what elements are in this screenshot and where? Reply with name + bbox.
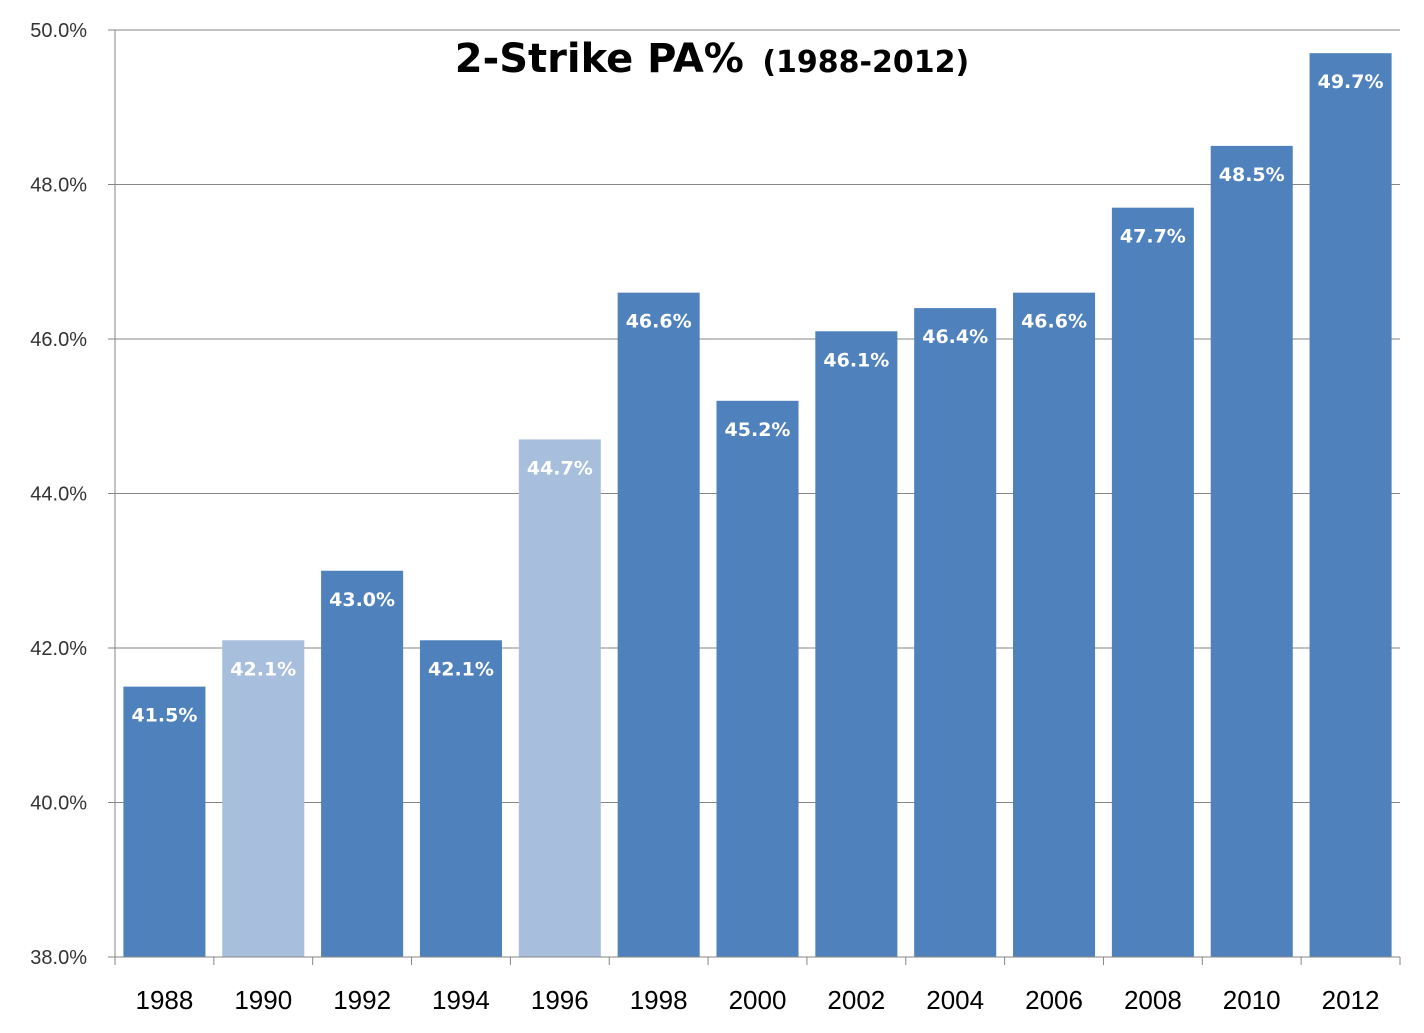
bar-2008 [1111, 207, 1194, 958]
bar-value-label: 47.7% [1120, 226, 1186, 248]
bar-value-label: 41.5% [131, 705, 197, 727]
bar-2010 [1210, 145, 1293, 957]
y-tick-label: 42.0% [30, 638, 87, 660]
bar-2000 [716, 400, 799, 957]
bar-2006 [1013, 292, 1096, 957]
bar-1992 [321, 570, 404, 957]
bar-2012 [1309, 53, 1392, 958]
x-tick-label: 2004 [926, 985, 984, 1015]
x-tick-label: 2012 [1322, 985, 1380, 1015]
x-tick-label: 2008 [1124, 985, 1182, 1015]
y-tick-label: 44.0% [30, 484, 87, 506]
y-tick-label: 40.0% [30, 793, 87, 815]
x-tick-labels: 1988 1990 1992 1994 1996 1998 2000 2002 2004 2006… [136, 985, 1380, 1015]
bar-2004 [914, 308, 997, 958]
x-tick-label: 1988 [136, 985, 194, 1015]
chart-title: 2-Strike PA% (1988-2012) [455, 36, 969, 82]
bar-value-label: 42.1% [428, 658, 494, 680]
y-tick-label: 38.0% [30, 947, 87, 969]
bar-value-label: 44.7% [527, 457, 593, 479]
bar-1996 [518, 439, 601, 957]
x-tick-label: 1994 [432, 985, 490, 1015]
y-tick-label: 46.0% [30, 329, 87, 351]
bar-value-label: 46.1% [823, 349, 889, 371]
x-tick-label: 2006 [1025, 985, 1083, 1015]
bar-2002 [815, 331, 898, 957]
bar-1990 [222, 640, 305, 957]
x-tick-label: 1992 [333, 985, 391, 1015]
title-sub: (1988-2012) [762, 45, 969, 80]
bar-value-label: 43.0% [329, 589, 395, 611]
bar-value-label: 46.6% [626, 311, 692, 333]
bars: 41.5% 42.1% 43.0% 42.1% 44.7% 46.6% 45.2% 46.1%… [123, 53, 1392, 958]
y-tick-label: 48.0% [30, 175, 87, 197]
y-tick-label: 50.0% [30, 20, 87, 42]
x-tick-label: 2010 [1223, 985, 1281, 1015]
y-tick-labels: 38.0% 40.0% 42.0% 44.0% 46.0% 48.0% 50.0% [30, 20, 87, 969]
bar-value-label: 48.5% [1219, 164, 1285, 186]
title-main: 2-Strike PA% [455, 36, 744, 82]
bar-1994 [419, 640, 502, 957]
x-tick-label: 1998 [630, 985, 688, 1015]
bar-value-label: 49.7% [1318, 71, 1384, 93]
bar-value-label: 46.6% [1021, 311, 1087, 333]
bar-1998 [617, 292, 700, 957]
x-tick-label: 2002 [827, 985, 885, 1015]
bar-value-label: 46.4% [922, 326, 988, 348]
bar-value-label: 42.1% [230, 658, 296, 680]
axes [108, 29, 1401, 965]
bar-1988 [123, 686, 206, 957]
x-tick-label: 1996 [531, 985, 589, 1015]
x-tick-label: 1990 [234, 985, 292, 1015]
bar-value-label: 45.2% [725, 419, 791, 441]
x-tick-label: 2000 [729, 985, 787, 1015]
